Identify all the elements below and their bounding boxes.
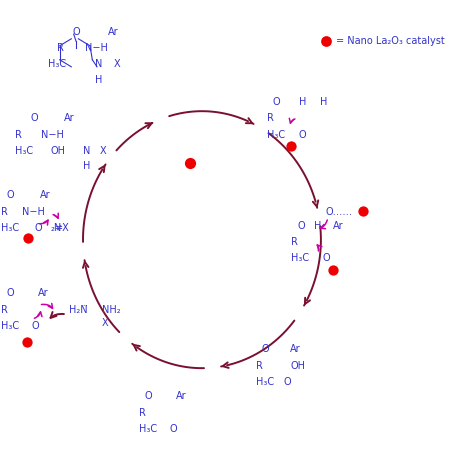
- Text: H₃C: H₃C: [48, 60, 66, 70]
- Text: O: O: [7, 190, 15, 200]
- Point: [25, 235, 32, 242]
- Text: X: X: [100, 146, 106, 156]
- Text: H₃C: H₃C: [15, 146, 34, 156]
- Text: H: H: [314, 220, 321, 231]
- Text: R: R: [1, 305, 8, 315]
- Text: H: H: [83, 161, 91, 172]
- Text: R: R: [267, 113, 274, 123]
- Text: H₃C: H₃C: [267, 130, 285, 140]
- Text: R: R: [57, 43, 64, 53]
- Text: H: H: [95, 75, 102, 85]
- Point: [359, 207, 367, 214]
- Point: [322, 37, 329, 45]
- Text: R: R: [255, 361, 263, 371]
- Text: H: H: [299, 97, 306, 107]
- Point: [329, 266, 337, 274]
- Text: O: O: [169, 424, 177, 434]
- Point: [287, 142, 294, 150]
- Text: X: X: [113, 60, 120, 70]
- Text: O: O: [7, 289, 15, 298]
- Text: O: O: [261, 345, 269, 354]
- Text: OH: OH: [50, 146, 65, 156]
- Text: N−H: N−H: [85, 43, 108, 53]
- Text: Ar: Ar: [290, 345, 301, 354]
- Text: N: N: [95, 60, 102, 70]
- Text: R: R: [139, 407, 146, 417]
- Text: N−H: N−H: [22, 207, 45, 217]
- Text: R: R: [291, 237, 298, 247]
- Text: Ar: Ar: [40, 190, 51, 200]
- Text: N: N: [83, 146, 91, 156]
- Text: Ar: Ar: [333, 220, 343, 231]
- Text: H₃C: H₃C: [1, 321, 19, 331]
- Text: X: X: [101, 318, 108, 328]
- Text: Ar: Ar: [38, 289, 49, 298]
- Text: H₂N̈: H₂N̈: [69, 305, 88, 315]
- Text: H₃C: H₃C: [255, 377, 273, 387]
- Text: O: O: [298, 220, 305, 231]
- Text: O: O: [283, 377, 291, 387]
- Text: O: O: [34, 223, 42, 233]
- Point: [186, 159, 194, 166]
- Text: O: O: [145, 391, 152, 401]
- Text: O: O: [299, 130, 307, 140]
- Text: O: O: [322, 253, 330, 263]
- Text: ₂N: ₂N: [50, 223, 62, 233]
- Text: H₃C: H₃C: [291, 253, 309, 263]
- Text: OH: OH: [291, 361, 306, 371]
- Text: H: H: [319, 97, 327, 107]
- Text: = Nano La₂O₃ catalyst: = Nano La₂O₃ catalyst: [336, 36, 445, 46]
- Text: Ar: Ar: [176, 391, 186, 401]
- Text: O……: O……: [326, 207, 353, 217]
- Text: O: O: [30, 113, 38, 123]
- Text: ≠X: ≠X: [55, 223, 70, 233]
- Text: NH₂: NH₂: [101, 305, 120, 315]
- Text: R: R: [1, 207, 8, 217]
- Text: H₃C: H₃C: [1, 223, 19, 233]
- Text: O: O: [32, 321, 39, 331]
- Point: [23, 339, 31, 346]
- Text: R: R: [15, 130, 22, 140]
- Text: H₃C: H₃C: [139, 424, 157, 434]
- Text: N−H: N−H: [41, 130, 64, 140]
- Text: O: O: [72, 27, 80, 37]
- Text: Ar: Ar: [108, 27, 118, 37]
- Text: O: O: [273, 97, 281, 107]
- Text: Ar: Ar: [64, 113, 74, 123]
